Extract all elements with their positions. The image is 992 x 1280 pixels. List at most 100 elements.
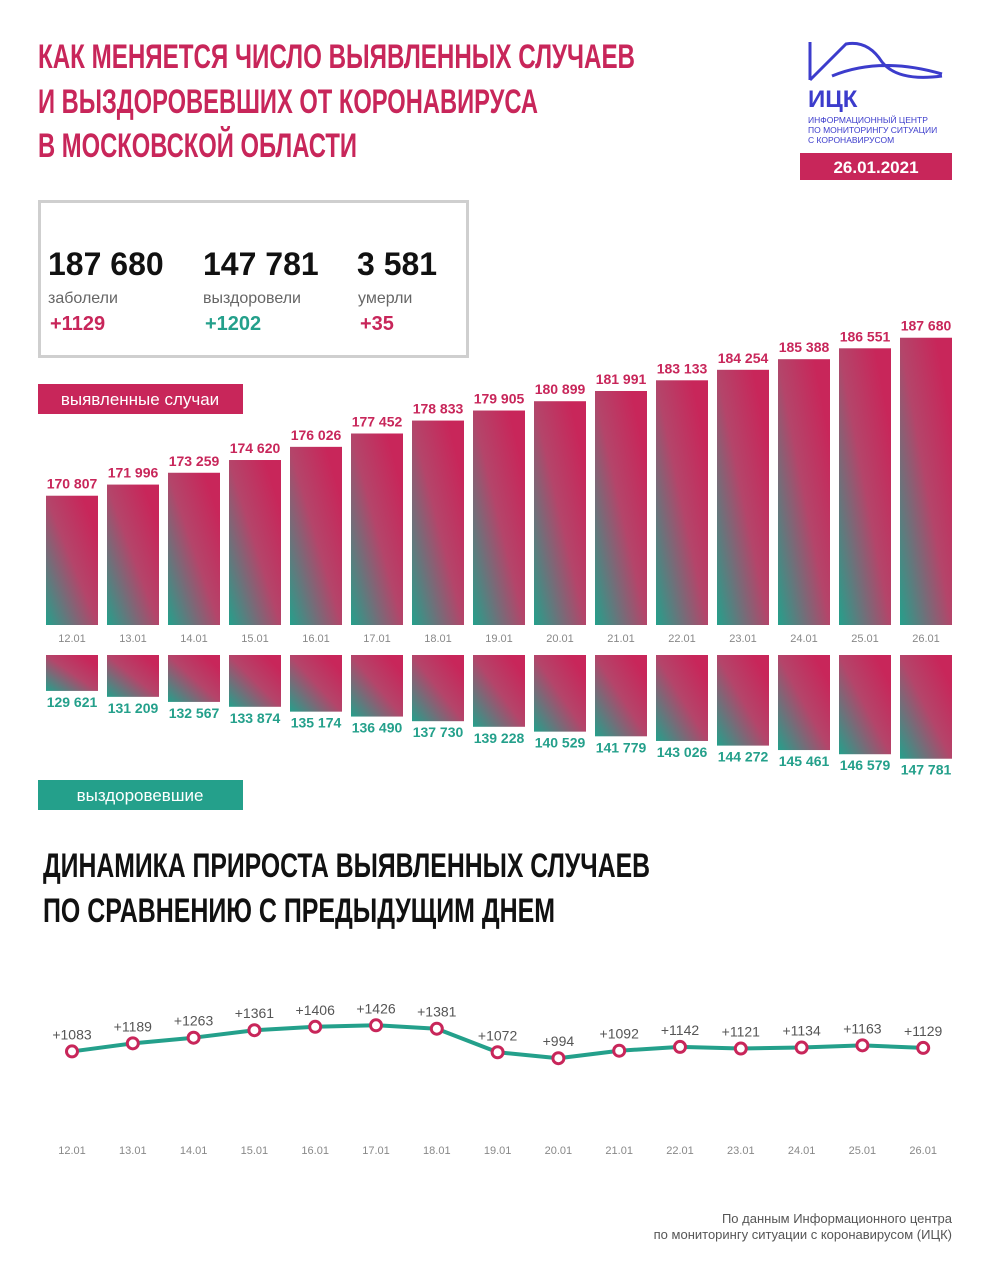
marker: [369, 1018, 383, 1033]
value-label: 133 874: [230, 710, 281, 726]
bar: [290, 655, 342, 712]
marker: [125, 1036, 140, 1051]
value-label: +1129: [904, 1023, 942, 1039]
x-tick-label: 14.01: [180, 633, 208, 645]
title-line: В МОСКОВСКОЙ ОБЛАСТИ: [38, 126, 357, 165]
value-label: 141 779: [596, 739, 647, 755]
value-label: 143 026: [657, 744, 708, 760]
bar: [46, 655, 98, 691]
bar: [900, 655, 952, 759]
footer: По данным Информационного центра по мони…: [654, 1211, 953, 1242]
x-tick-label: 13.01: [119, 1145, 147, 1157]
value-label: 184 254: [718, 350, 769, 366]
bar: [351, 433, 403, 625]
bar: [717, 655, 769, 746]
stat-change: +1202: [205, 313, 261, 335]
x-tick-label: 20.01: [546, 633, 574, 645]
marker: [855, 1038, 870, 1053]
value-label: +1426: [356, 1000, 396, 1016]
bar: [412, 420, 464, 625]
bar: [534, 655, 586, 732]
marker: [308, 1019, 323, 1034]
logo-caption: С КОРОНАВИРУСОМ: [808, 135, 894, 145]
value-label: 186 551: [840, 328, 891, 344]
value-label: +1263: [174, 1013, 214, 1029]
marker: [490, 1045, 505, 1060]
value-label: 145 461: [779, 753, 830, 769]
stat-label: заболели: [48, 290, 118, 307]
x-tick-label: 12.01: [58, 633, 86, 645]
value-label: 176 026: [291, 427, 342, 443]
x-tick-label: 15.01: [241, 633, 269, 645]
x-tick-label: 18.01: [424, 633, 452, 645]
header: КАК МЕНЯЕТСЯ ЧИСЛО ВЫЯВЛЕННЫХ СЛУЧАЕВ И …: [38, 38, 635, 165]
marker: [186, 1030, 201, 1045]
stat-value: 3 581: [357, 246, 437, 282]
value-label: +1381: [417, 1004, 457, 1020]
value-label: +1083: [52, 1026, 92, 1042]
x-tick-label: 21.01: [607, 633, 635, 645]
value-label: 173 259: [169, 453, 220, 469]
x-tick-label: 23.01: [727, 1145, 755, 1157]
x-tick-label: 16.01: [301, 1145, 329, 1157]
x-tick-label: 17.01: [363, 633, 391, 645]
value-label: +1406: [296, 1002, 336, 1018]
x-tick-label: 14.01: [180, 1145, 208, 1157]
x-tick-label: 24.01: [788, 1145, 816, 1157]
footer-line: по мониторингу ситуации с коронавирусом …: [654, 1227, 952, 1242]
value-label: 183 133: [657, 360, 708, 376]
x-tick-label: 21.01: [605, 1145, 633, 1157]
value-label: +1163: [843, 1020, 881, 1036]
stat-change: +35: [360, 313, 394, 335]
value-label: +1142: [661, 1022, 699, 1038]
marker: [794, 1040, 809, 1055]
x-tick-label: 19.01: [485, 633, 513, 645]
x-tick-label: 22.01: [666, 1145, 694, 1157]
bar: [168, 472, 220, 625]
value-label: +1134: [782, 1023, 820, 1039]
stats-box: 187 680 заболели +1129 147 781 выздорове…: [38, 200, 469, 358]
value-label: 144 272: [718, 749, 769, 765]
x-tick-label: 26.01: [909, 1145, 937, 1157]
value-label: 179 905: [474, 391, 525, 407]
bar: [656, 380, 708, 625]
bar: [473, 410, 525, 625]
bar: [46, 495, 98, 625]
x-tick-label: 18.01: [423, 1145, 451, 1157]
x-tick-label: 22.01: [668, 633, 696, 645]
series-label: выздоровевшие: [77, 786, 204, 805]
x-tick-label: 17.01: [362, 1145, 390, 1157]
x-tick-label: 16.01: [302, 633, 330, 645]
title-line: КАК МЕНЯЕТСЯ ЧИСЛО ВЫЯВЛЕННЫХ СЛУЧАЕВ: [38, 38, 635, 76]
bar: [107, 484, 159, 625]
bar: [839, 348, 891, 625]
value-label: +1092: [600, 1026, 640, 1042]
bar: [717, 369, 769, 625]
value-label: 146 579: [840, 757, 891, 773]
marker: [673, 1039, 687, 1054]
marker: [612, 1043, 627, 1058]
logo-name: ИЦК: [808, 86, 858, 113]
date: 26.01.2021: [833, 158, 918, 177]
x-tick-label: 25.01: [849, 1145, 877, 1157]
value-label: 178 833: [413, 401, 464, 417]
marker: [733, 1041, 748, 1056]
value-label: 185 388: [779, 339, 830, 355]
value-label: +1072: [478, 1027, 518, 1043]
marker: [916, 1040, 931, 1055]
x-tick-label: 15.01: [241, 1145, 269, 1157]
x-tick-label: 23.01: [729, 633, 757, 645]
stats-frame: [38, 200, 469, 358]
bar: [229, 460, 281, 625]
x-tick-label: 20.01: [545, 1145, 573, 1157]
bar: [351, 655, 403, 717]
logo-caption: ПО МОНИТОРИНГУ СИТУАЦИИ: [808, 125, 937, 135]
logo-icon: [808, 41, 943, 82]
bar: [290, 446, 342, 625]
value-label: 129 621: [47, 694, 98, 710]
value-label: +1189: [114, 1018, 152, 1034]
value-label: 174 620: [230, 440, 281, 456]
value-label: +1361: [235, 1005, 275, 1021]
footer-line: По данным Информационного центра: [722, 1211, 953, 1226]
